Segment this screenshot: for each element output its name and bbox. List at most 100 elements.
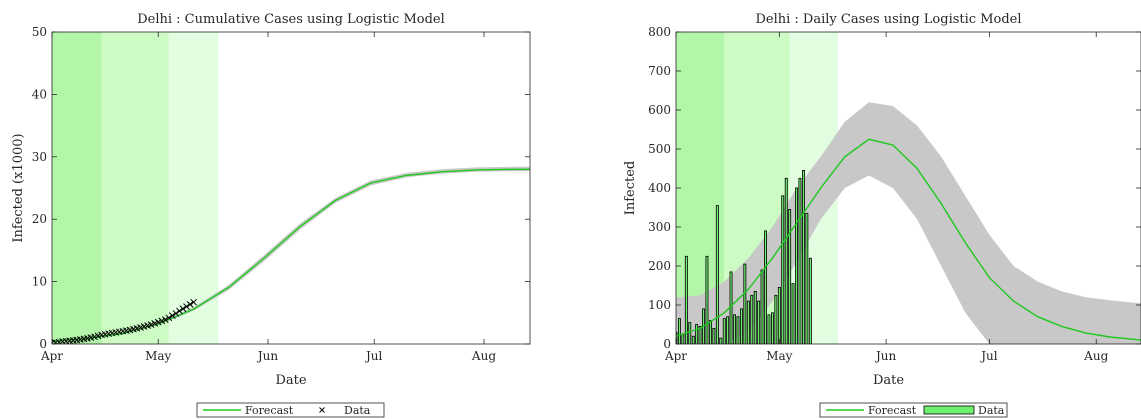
legend-data-swatch (923, 405, 975, 415)
data-marker (165, 314, 173, 322)
data-bar (733, 314, 736, 344)
data-marker (169, 312, 176, 319)
data-bar (705, 255, 709, 344)
data-bar (808, 257, 812, 344)
data-bar (753, 290, 757, 344)
shaded-period-2 (101, 32, 169, 344)
x-tick-label: Aug (1083, 349, 1108, 363)
y-tick-label: 700 (648, 64, 671, 78)
data-bar (709, 320, 712, 344)
data-bar (676, 331, 678, 344)
plot-content (676, 102, 1141, 344)
data-bar (788, 208, 792, 344)
y-tick-label: 100 (648, 298, 671, 312)
plot-content (52, 166, 530, 344)
shaded-period-1 (52, 32, 102, 344)
data-bar (774, 294, 778, 344)
y-tick-label: 500 (648, 142, 671, 156)
daily-chart: 0 100 200 300 400 500 600 700 800 Apr May Jun Jul Aug… (623, 12, 1141, 418)
legend: Forecast Data (196, 402, 385, 418)
data-bar (743, 263, 747, 344)
y-tick-label: 800 (648, 25, 671, 39)
legend-box (196, 402, 385, 418)
data-bar (691, 335, 695, 344)
data-bar (715, 205, 719, 344)
y-tick-label: 0 (663, 337, 671, 351)
legend-label-data: Data (344, 404, 371, 417)
y-tick-label: 400 (648, 181, 671, 195)
y-tick-label: 0 (39, 337, 47, 351)
data-bar (777, 286, 781, 344)
data-bar (764, 230, 767, 344)
data-bar (798, 177, 802, 344)
data-bar (767, 314, 771, 344)
y-tick-label: 40 (32, 87, 47, 101)
y-tick-label: 50 (32, 25, 47, 39)
data-marker (154, 318, 162, 326)
y-tick-label: 300 (648, 220, 671, 234)
legend-label-forecast: Forecast (868, 404, 917, 417)
data-bar (805, 212, 809, 344)
x-tick-label: Apr (40, 349, 63, 363)
data-marker (172, 310, 180, 317)
y-tick-label: 10 (32, 275, 47, 289)
forecast-line (676, 138, 1141, 341)
data-bar (736, 316, 740, 344)
x-tick-label: Apr (664, 349, 687, 363)
legend: Forecast Data (819, 402, 1008, 418)
data-bar (678, 318, 681, 344)
x-tick-label: Jul (979, 349, 998, 363)
data-bar (791, 283, 795, 344)
data-bar (784, 177, 788, 344)
y-tick-label: 20 (32, 212, 47, 226)
data-marker (190, 298, 197, 306)
y-axis-label: Infected (623, 161, 638, 216)
data-marker (186, 301, 194, 308)
data-bar (684, 255, 688, 344)
y-axis-label: Infected (x1000) (11, 133, 26, 242)
data-marker (151, 320, 159, 327)
x-axis-label: Date (873, 373, 904, 388)
x-tick-label: Aug (471, 349, 496, 363)
data-bar (740, 308, 743, 344)
legend-data-marker (319, 407, 325, 413)
x-tick-label: May (766, 349, 792, 363)
data-bar (726, 316, 730, 344)
x-tick-label: Jun (256, 349, 279, 363)
data-marker (176, 307, 183, 315)
data-bar (757, 300, 761, 344)
data-bar (795, 187, 798, 344)
data-bar (719, 337, 723, 344)
data-bar (712, 327, 716, 344)
cumulative-chart: 0 10 20 30 40 50 Apr May Jun Jul Aug Delhi : Cumula… (11, 12, 531, 418)
forecast-confidence-band (676, 102, 1141, 344)
data-bar (746, 300, 750, 344)
legend-label-data: Data (978, 404, 1005, 417)
axes-box (51, 31, 531, 345)
data-bar (760, 269, 764, 344)
chart-title: Delhi : Cumulative Cases using Logistic … (137, 12, 445, 27)
data-bar (729, 271, 733, 344)
x-tick-label: May (145, 349, 171, 363)
data-bar (695, 324, 699, 344)
data-bar (750, 294, 754, 344)
shaded-period-3 (168, 32, 219, 344)
x-axis-label: Date (275, 373, 306, 388)
data-marker (158, 317, 166, 325)
y-tick-label: 200 (648, 259, 671, 273)
data-bar (781, 195, 785, 344)
x-tick-label: Jul (364, 349, 383, 363)
x-tick-label: Jun (874, 349, 897, 363)
data-marker (179, 305, 187, 313)
data-marker (147, 321, 155, 329)
data-bar (681, 333, 685, 344)
data-marker (161, 316, 169, 324)
chart-title: Delhi : Daily Cases using Logistic Model (755, 12, 1021, 27)
y-tick-label: 600 (648, 103, 671, 117)
y-tick-label: 30 (32, 150, 47, 164)
data-bar (771, 312, 774, 344)
data-bar (802, 169, 805, 344)
data-bar (722, 318, 726, 344)
data-marker (183, 303, 190, 310)
